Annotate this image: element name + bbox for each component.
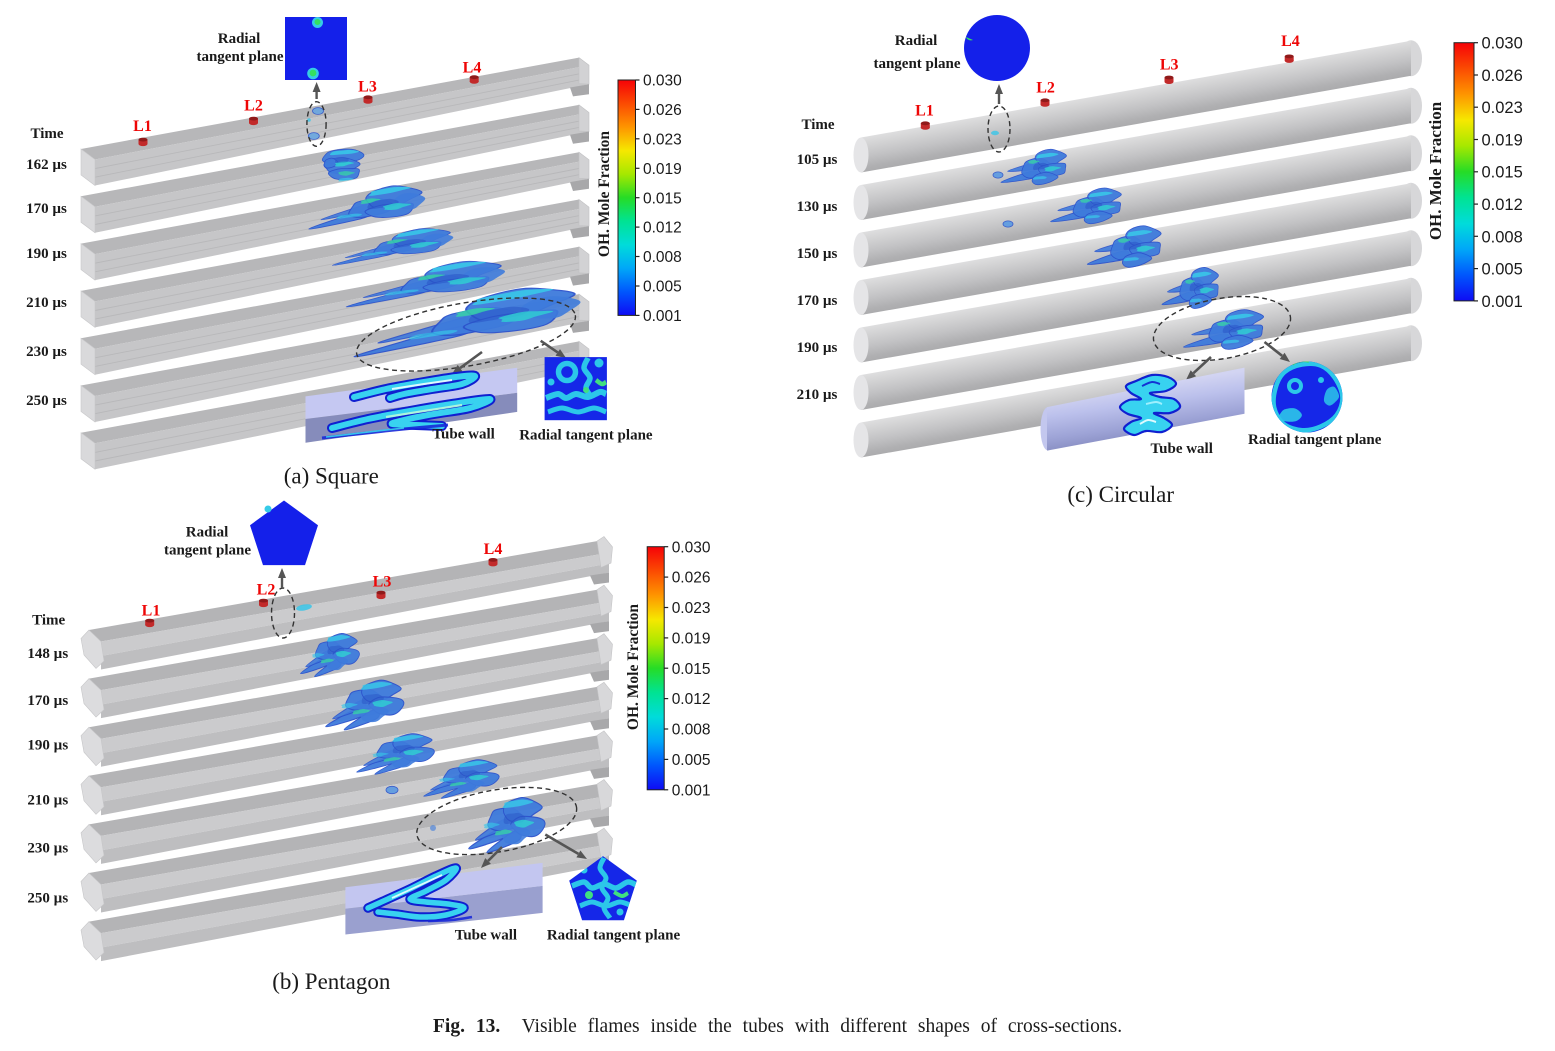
svg-text:Tube wall: Tube wall <box>455 928 517 944</box>
svg-text:L1: L1 <box>142 603 161 620</box>
svg-text:130 µs: 130 µs <box>797 199 838 215</box>
svg-text:105 µs: 105 µs <box>797 152 838 168</box>
svg-text:0.015: 0.015 <box>643 190 682 207</box>
svg-text:0.030: 0.030 <box>672 539 711 556</box>
svg-text:Tube wall: Tube wall <box>1151 441 1213 457</box>
svg-text:OH. Mole Fraction: OH. Mole Fraction <box>1426 101 1445 240</box>
svg-text:tangent plane: tangent plane <box>164 543 251 559</box>
svg-text:230 µs: 230 µs <box>27 841 68 857</box>
svg-text:Radial tangent plane: Radial tangent plane <box>1248 432 1382 448</box>
svg-text:Radial tangent plane: Radial tangent plane <box>547 928 681 944</box>
svg-text:0.001: 0.001 <box>1482 293 1523 311</box>
svg-text:L2: L2 <box>1036 79 1055 96</box>
svg-text:L2: L2 <box>257 582 276 599</box>
svg-text:OH. Mole Fraction: OH. Mole Fraction <box>596 131 613 257</box>
svg-text:0.030: 0.030 <box>643 73 682 90</box>
svg-text:Time: Time <box>801 117 834 133</box>
svg-text:L1: L1 <box>915 103 934 120</box>
svg-text:150 µs: 150 µs <box>797 246 838 262</box>
svg-text:Radial tangent plane: Radial tangent plane <box>519 428 653 444</box>
svg-text:170 µs: 170 µs <box>27 693 68 709</box>
svg-text:0.012: 0.012 <box>643 220 682 237</box>
svg-text:0.005: 0.005 <box>1482 261 1523 279</box>
svg-text:0.026: 0.026 <box>672 570 711 587</box>
svg-text:0.012: 0.012 <box>1482 196 1523 214</box>
svg-text:L1: L1 <box>133 118 152 135</box>
svg-text:Radial: Radial <box>218 31 261 47</box>
svg-text:0.023: 0.023 <box>672 600 711 617</box>
svg-text:Time: Time <box>32 613 65 629</box>
svg-text:0.019: 0.019 <box>643 161 682 178</box>
svg-text:190 µs: 190 µs <box>26 246 67 262</box>
svg-text:170 µs: 170 µs <box>797 293 838 309</box>
svg-text:210 µs: 210 µs <box>797 387 838 403</box>
svg-text:0.026: 0.026 <box>643 102 682 119</box>
svg-text:0.001: 0.001 <box>672 782 711 799</box>
svg-text:L2: L2 <box>244 98 263 115</box>
svg-text:162 µs: 162 µs <box>26 157 67 173</box>
svg-text:0.023: 0.023 <box>1482 99 1523 117</box>
svg-text:L3: L3 <box>1160 56 1179 73</box>
svg-text:148 µs: 148 µs <box>27 646 68 662</box>
svg-text:0.005: 0.005 <box>672 752 711 769</box>
svg-text:0.015: 0.015 <box>1482 164 1523 182</box>
svg-text:210 µs: 210 µs <box>26 295 67 311</box>
svg-text:230 µs: 230 µs <box>26 344 67 360</box>
svg-text:tangent plane: tangent plane <box>873 56 960 72</box>
svg-text:210 µs: 210 µs <box>27 793 68 809</box>
svg-text:0.019: 0.019 <box>1482 132 1523 150</box>
svg-text:(b) Pentagon: (b) Pentagon <box>272 969 391 994</box>
svg-text:0.026: 0.026 <box>1482 67 1523 85</box>
svg-text:Tube wall: Tube wall <box>432 427 494 443</box>
svg-text:L4: L4 <box>1281 33 1300 50</box>
svg-text:0.015: 0.015 <box>672 661 711 678</box>
svg-text:0.030: 0.030 <box>1482 35 1523 53</box>
svg-text:170 µs: 170 µs <box>26 201 67 217</box>
svg-text:190 µs: 190 µs <box>797 340 838 356</box>
svg-text:0.008: 0.008 <box>672 722 711 739</box>
svg-text:Radial: Radial <box>186 525 229 541</box>
svg-text:(c) Circular: (c) Circular <box>1067 482 1174 507</box>
svg-text:0.023: 0.023 <box>643 131 682 148</box>
svg-text:0.012: 0.012 <box>672 691 711 708</box>
svg-text:250 µs: 250 µs <box>26 393 67 409</box>
svg-text:L4: L4 <box>484 541 503 558</box>
svg-text:250 µs: 250 µs <box>27 891 68 907</box>
svg-text:L4: L4 <box>463 60 482 77</box>
svg-text:Fig. 13. Visible flames insid: Fig. 13. Visible flames inside the tubes… <box>433 1016 1122 1037</box>
svg-text:190 µs: 190 µs <box>27 738 68 754</box>
svg-text:L3: L3 <box>373 574 392 591</box>
svg-text:0.005: 0.005 <box>643 279 682 296</box>
svg-text:Time: Time <box>30 126 63 142</box>
svg-text:0.008: 0.008 <box>643 249 682 266</box>
svg-text:OH. Mole Fraction: OH. Mole Fraction <box>625 604 642 730</box>
svg-text:Radial: Radial <box>895 33 938 49</box>
svg-text:0.008: 0.008 <box>1482 228 1523 246</box>
svg-text:(a) Square: (a) Square <box>284 464 379 489</box>
svg-text:0.019: 0.019 <box>672 630 711 647</box>
svg-text:L3: L3 <box>358 79 377 96</box>
svg-text:0.001: 0.001 <box>643 308 682 325</box>
svg-text:tangent plane: tangent plane <box>196 49 283 65</box>
